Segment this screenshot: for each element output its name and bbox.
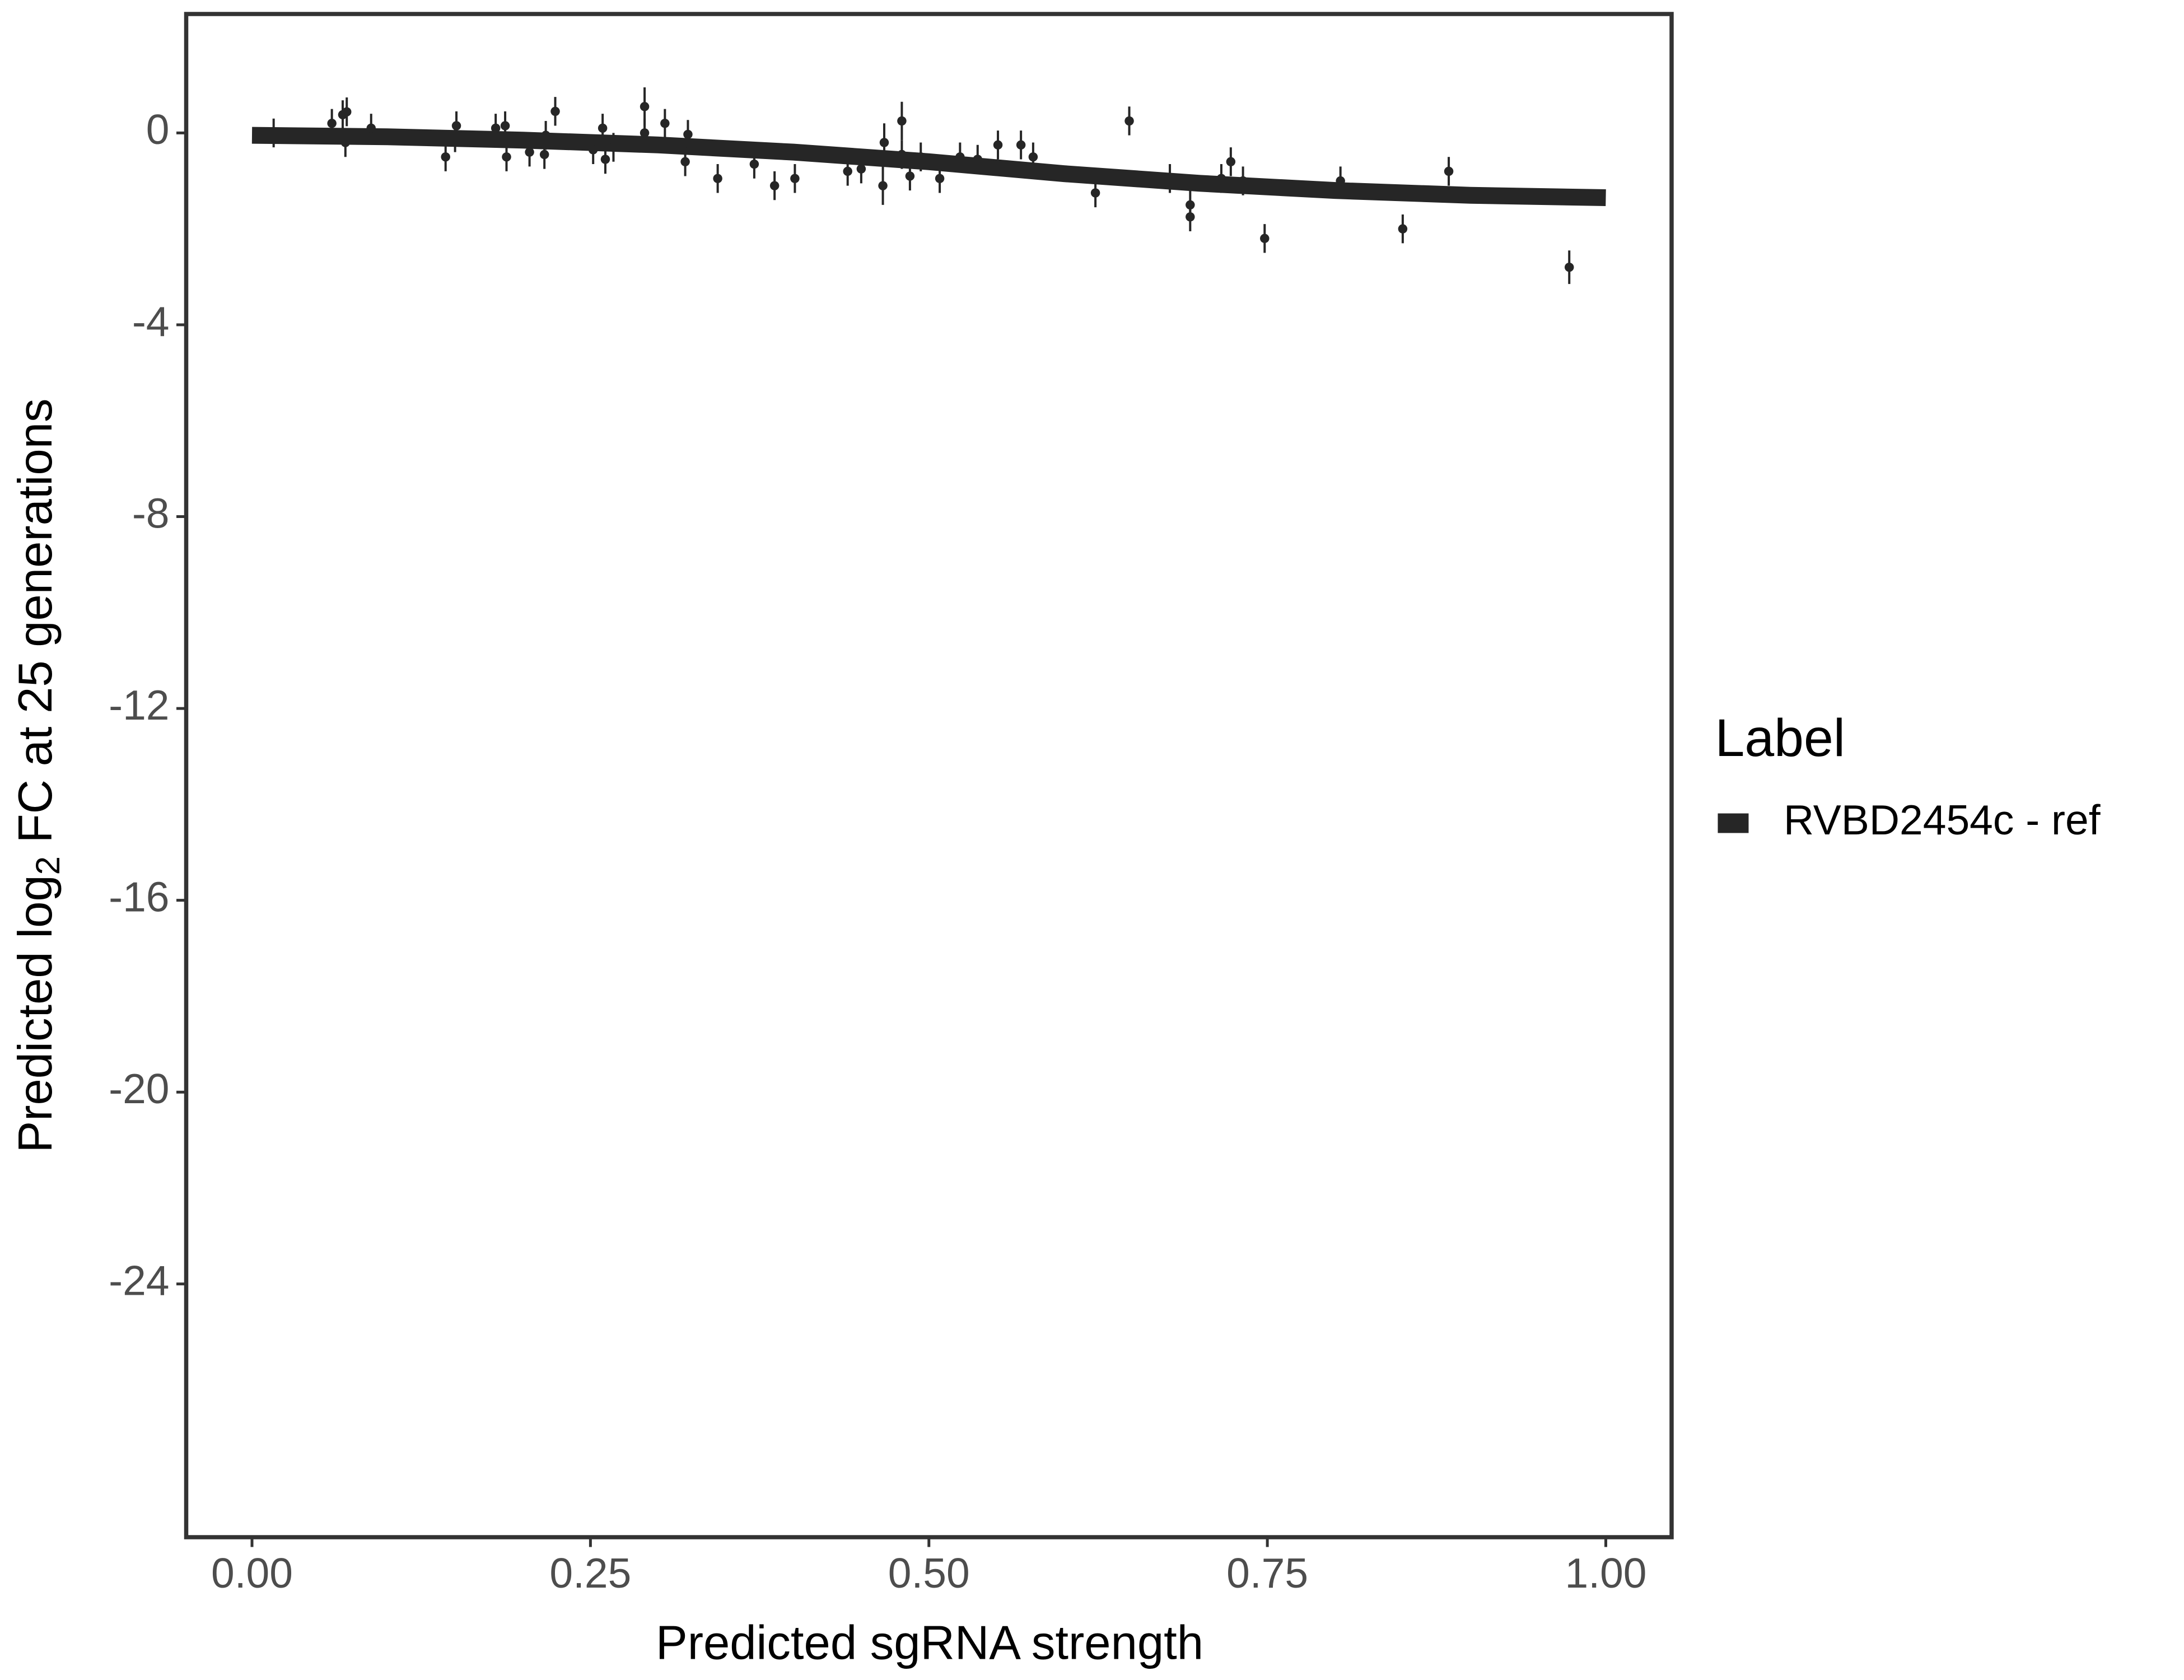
point [769,181,780,190]
y-tick-label: -20 [109,1065,169,1112]
point [366,123,376,133]
point [1336,176,1345,186]
point [1398,224,1408,234]
point [451,121,461,130]
point [1260,234,1270,244]
point [502,152,511,162]
point [640,102,650,111]
point [327,119,337,128]
y-tick-label: -16 [109,873,169,920]
point [1090,188,1100,198]
plot-border [184,12,1674,1539]
point [1028,152,1038,162]
y-title-part: Predicted log [9,875,62,1152]
point [1564,262,1574,272]
point [500,121,510,130]
point [1124,116,1134,126]
y-title-part: FC at 25 generations [9,399,62,856]
point [897,116,907,126]
point [491,123,501,133]
legend-label: RVBD2454c - ref [1784,796,2101,843]
point [1186,212,1195,222]
x-tick-label: 0.50 [888,1550,970,1597]
point [1444,166,1454,176]
point [539,150,549,160]
point [843,166,852,176]
point [525,147,534,157]
y-title-subscript: 2 [29,856,67,875]
y-tick-label: -4 [132,298,170,345]
x-tick-label: 0.00 [211,1550,293,1597]
point [878,181,888,190]
point [1226,157,1236,167]
point [683,129,693,139]
point [1016,140,1026,150]
y-axis-title: Predicted log2 FC at 25 generations [9,399,66,1153]
legend-title: Label [1715,708,1845,768]
point [897,150,907,160]
point [713,174,722,184]
y-tick-label: -12 [109,682,169,729]
point [935,174,945,184]
fit-line [251,127,1606,207]
x-tick-label: 0.75 [1226,1550,1308,1597]
x-axis-title: Predicted sgRNA strength [656,1616,1203,1669]
point [660,119,670,128]
point [1165,174,1175,184]
point [993,140,1003,150]
point [598,123,608,133]
point [790,174,800,184]
point [856,164,866,174]
point [541,130,550,140]
point [550,106,560,116]
point [609,142,618,152]
point [955,152,965,162]
point [749,159,759,169]
point [973,155,983,164]
point [600,155,610,164]
x-tick-label: 0.25 [549,1550,631,1597]
point [1238,176,1248,186]
y-tick-label: 0 [146,106,170,153]
point [441,152,450,162]
x-tick-label: 1.00 [1565,1550,1647,1597]
point [269,128,278,138]
point [450,133,460,143]
point [905,171,915,181]
y-tick-label: -8 [132,489,170,536]
point [342,107,352,116]
point [916,152,926,162]
point [680,157,690,167]
point [588,145,598,155]
point [640,128,650,138]
legend-key [1718,813,1749,833]
y-tick-label: -24 [109,1257,169,1304]
point [1216,174,1226,184]
point [340,138,351,147]
point [879,138,889,147]
